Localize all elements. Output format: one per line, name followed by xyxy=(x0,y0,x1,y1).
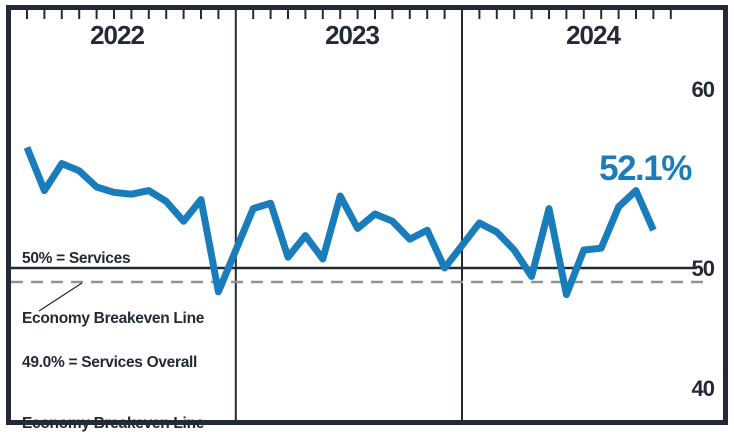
annotation-pointer-line xyxy=(38,282,83,312)
y-axis-label-50: 50 xyxy=(691,256,715,281)
final-value-callout: 52.1% xyxy=(599,149,692,188)
y-axis-label-60: 60 xyxy=(691,77,715,102)
y-axis-label-40: 40 xyxy=(691,376,715,401)
services-pmi-line xyxy=(23,146,657,299)
breakeven-50-annotation-line1: 50% = Services xyxy=(22,250,131,267)
breakeven-49-annotation: 49.0% = Services Overall Economy Breakev… xyxy=(22,314,204,432)
year-label-2022: 2022 xyxy=(90,20,145,50)
year-label-2024: 2024 xyxy=(566,20,621,50)
year-label-2023: 2023 xyxy=(325,20,380,50)
breakeven-49-annotation-line2: Economy Breakeven Line xyxy=(22,415,205,432)
chart-frame xyxy=(6,5,728,425)
breakeven-50-annotation-line2: Economy Breakeven Line xyxy=(22,310,205,327)
breakeven-49-annotation-line1: 49.0% = Services Overall xyxy=(22,354,198,371)
breakeven-50-annotation: 50% = Services Economy Breakeven Line xyxy=(22,211,204,367)
